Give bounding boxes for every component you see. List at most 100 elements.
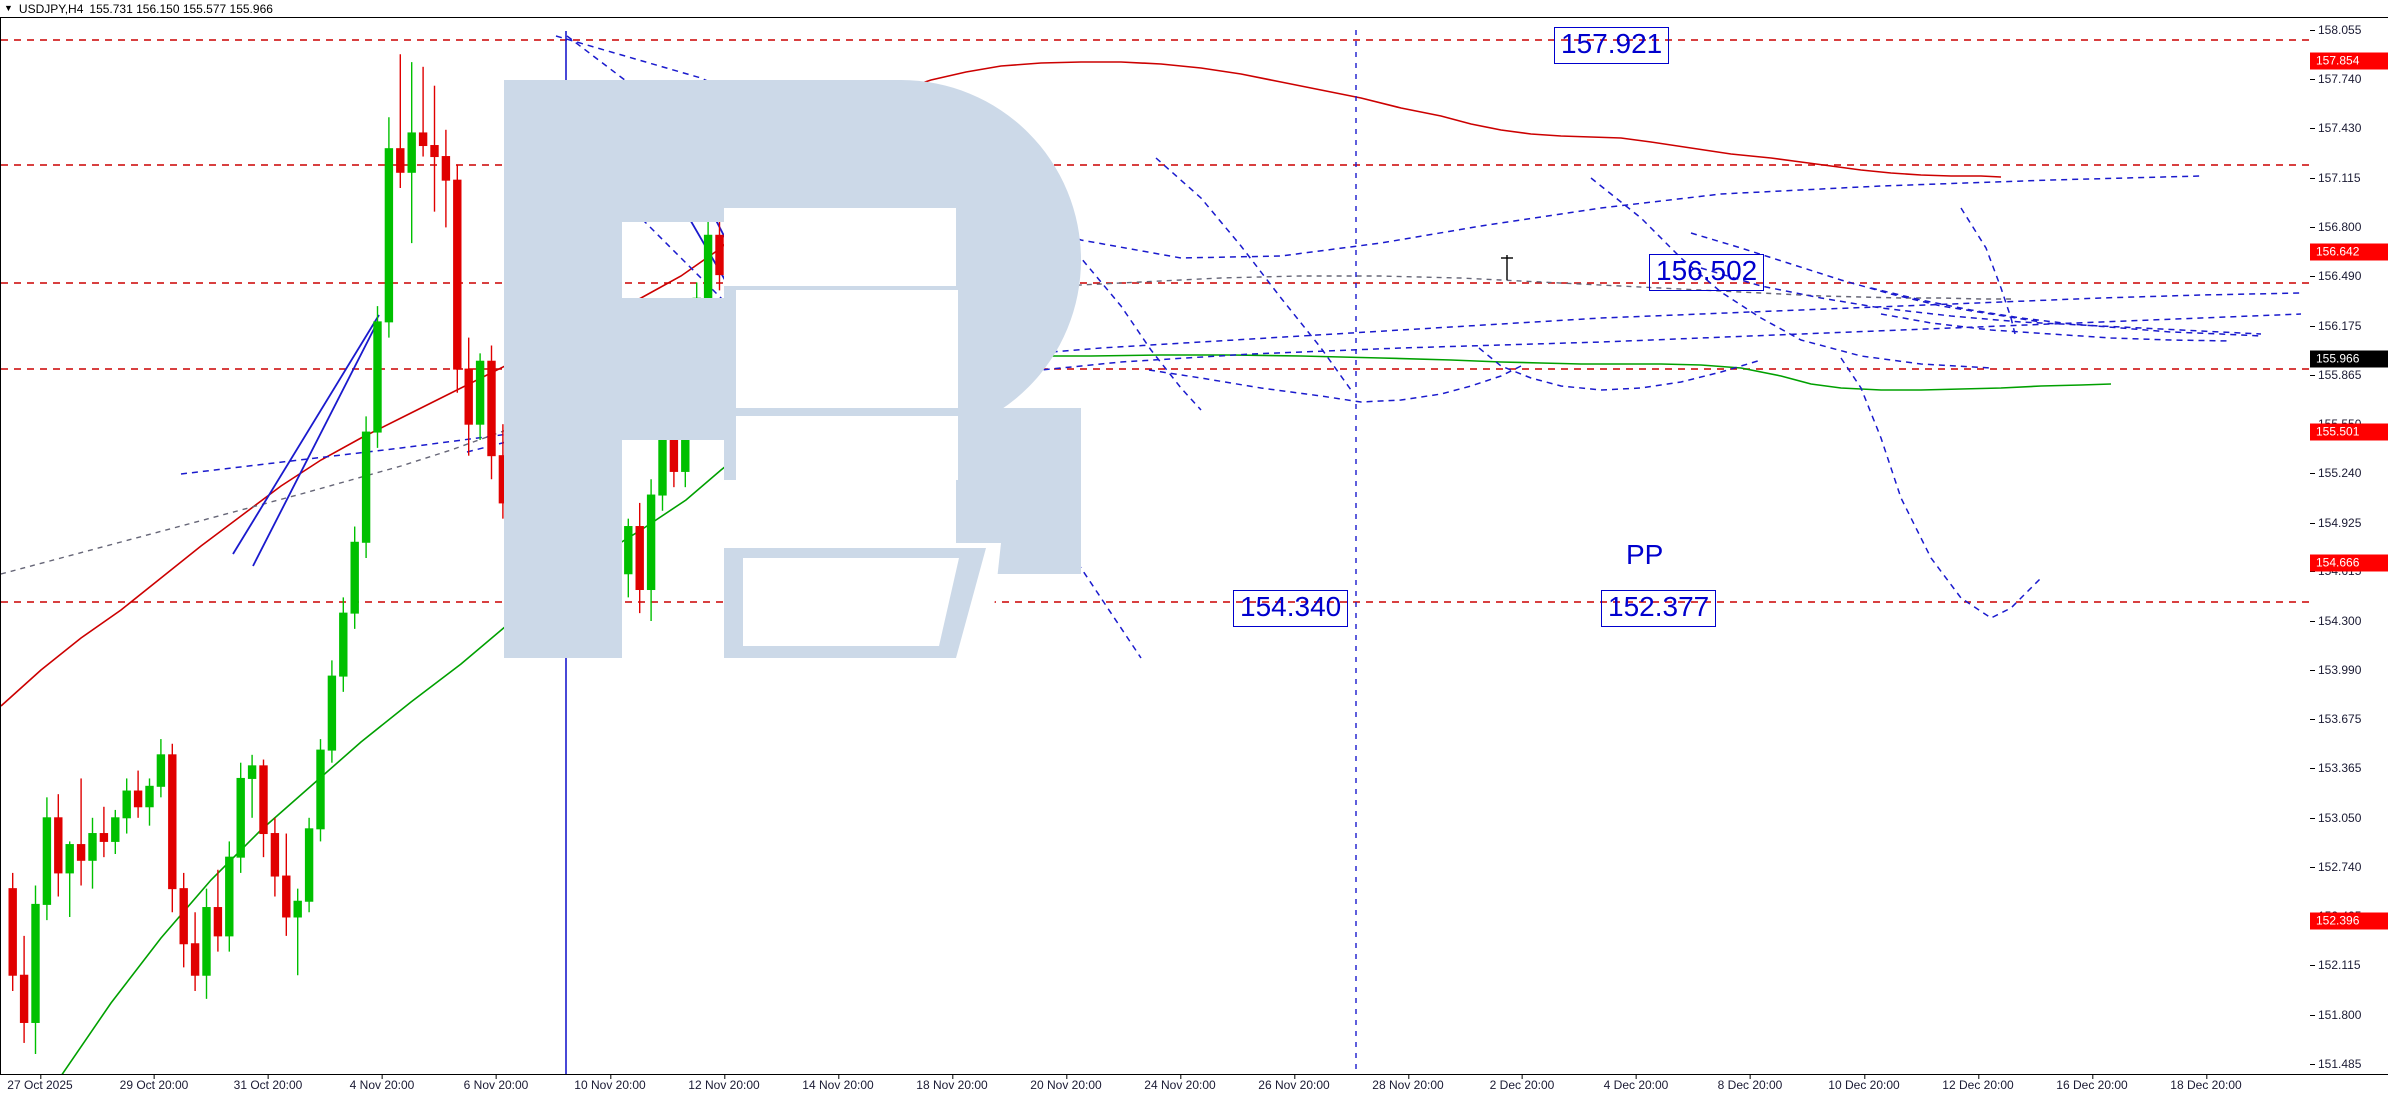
candle-body xyxy=(772,376,781,449)
price-tick-mark xyxy=(2310,620,2315,622)
candle-body xyxy=(589,360,599,457)
triangle-down-icon[interactable]: ▼ xyxy=(4,3,13,13)
candle-body xyxy=(190,943,200,976)
annotation-154340: 154.340 xyxy=(1233,590,1349,627)
candle-body xyxy=(407,132,416,173)
time-tick-label: 29 Oct 20:00 xyxy=(120,1075,188,1091)
price-tick-label: 157.740 xyxy=(2310,73,2361,85)
price-tick-label: 156.175 xyxy=(2310,320,2361,332)
candle-body xyxy=(726,255,736,276)
level-price-badge: 152.396 xyxy=(2310,912,2388,930)
price-tick-mark xyxy=(2310,522,2315,524)
candle-body xyxy=(213,907,223,937)
price-tick-label: 153.990 xyxy=(2310,664,2361,676)
candle-body xyxy=(8,888,17,976)
cross-marker xyxy=(1501,255,1513,280)
price-tick-mark xyxy=(2310,571,2315,573)
annotation-pivot-point: PP xyxy=(1626,539,1664,570)
candle-body xyxy=(464,368,473,425)
time-axis[interactable]: 27 Oct 2025 29 Oct 20:00 31 Oct 20:00 4 Nov… xyxy=(0,1075,2388,1100)
candle-body xyxy=(555,297,565,346)
candle-body xyxy=(475,360,485,425)
price-tick-mark xyxy=(2310,29,2315,31)
price-tick-mark xyxy=(2310,1014,2315,1016)
candle-body xyxy=(681,376,690,472)
candle-body xyxy=(635,526,644,591)
price-tick-mark xyxy=(2310,177,2315,179)
candle-body xyxy=(99,833,109,842)
candle-body xyxy=(145,785,154,808)
price-tick-label: 157.430 xyxy=(2310,122,2361,134)
price-tick-mark xyxy=(2310,374,2315,376)
candle-body xyxy=(418,132,428,147)
chart-plot-area[interactable]: 157.921 156.502 154.340 152.377 PP xyxy=(0,17,2310,1075)
time-tick-label: 31 Oct 20:00 xyxy=(234,1075,302,1091)
time-tick-label: 18 Nov 20:00 xyxy=(916,1075,988,1091)
candle-body xyxy=(521,400,530,433)
time-tick-label: 16 Dec 20:00 xyxy=(2056,1075,2128,1091)
price-tick-mark xyxy=(2310,325,2315,327)
price-tick-label: 155.240 xyxy=(2310,467,2361,479)
time-tick-mark xyxy=(1179,1075,1181,1079)
time-tick-mark xyxy=(154,1075,155,1079)
price-tick-label: 157.115 xyxy=(2310,172,2361,184)
price-tick-mark xyxy=(2310,768,2315,770)
candle-body xyxy=(293,900,302,918)
time-tick-label: 10 Nov 20:00 xyxy=(574,1075,646,1091)
price-axis[interactable]: 158.055 157.740 157.430 157.115 156.800 156.4… xyxy=(2310,17,2388,1075)
candle-body xyxy=(886,358,895,397)
candle-body xyxy=(133,790,143,808)
chart-drawing-layer xyxy=(1,30,2310,1074)
price-tick-label: 156.490 xyxy=(2310,270,2361,282)
price-tick-mark xyxy=(2310,866,2315,868)
time-tick-mark xyxy=(837,1075,839,1079)
time-tick-label: 26 Nov 20:00 xyxy=(1258,1075,1330,1091)
time-tick-label: 18 Dec 20:00 xyxy=(2170,1075,2242,1091)
ma-fast-line xyxy=(1,61,2002,707)
candle-body xyxy=(225,856,234,937)
time-tick-mark xyxy=(1293,1075,1295,1079)
candle-body xyxy=(111,817,120,842)
level-price-badge: 154.666 xyxy=(2310,554,2388,572)
level-price-badge: 156.642 xyxy=(2310,243,2388,261)
candle-body xyxy=(806,502,815,559)
candle-body xyxy=(840,415,850,449)
time-tick-mark xyxy=(2205,1075,2207,1079)
candle-body xyxy=(339,612,348,677)
candle-body xyxy=(202,907,211,976)
level-price-badge: 157.854 xyxy=(2310,52,2388,70)
time-tick-mark xyxy=(268,1075,269,1079)
candle-body xyxy=(88,833,97,861)
level-price-badge: 155.501 xyxy=(2310,423,2388,441)
candle-body xyxy=(441,156,451,181)
candle-body xyxy=(350,541,359,614)
price-tick-mark xyxy=(2310,965,2315,966)
candle-body xyxy=(327,675,337,751)
current-price-badge: 155.966 xyxy=(2310,350,2388,368)
price-tick-mark xyxy=(2310,669,2315,671)
candle-body xyxy=(396,148,405,173)
candle-body xyxy=(361,431,371,543)
candle-body xyxy=(156,754,166,787)
candle-body xyxy=(373,321,382,433)
candle-body xyxy=(122,790,131,819)
price-tick-mark xyxy=(2310,473,2315,474)
candle-body xyxy=(852,400,861,417)
candle-body xyxy=(715,234,724,276)
time-tick-label: 4 Nov 20:00 xyxy=(350,1075,414,1091)
price-tick-mark xyxy=(2310,719,2315,721)
candle-body xyxy=(510,400,519,504)
time-tick-label: 14 Nov 20:00 xyxy=(802,1075,874,1091)
annotation-157921: 157.921 xyxy=(1554,27,1670,64)
time-tick-label: 12 Nov 20:00 xyxy=(688,1075,760,1091)
price-tick-label: 153.365 xyxy=(2310,762,2361,774)
candle-body xyxy=(829,447,838,583)
candle-body xyxy=(612,533,622,575)
candle-body xyxy=(42,817,52,905)
annotation-152377: 152.377 xyxy=(1601,590,1717,627)
time-tick-mark xyxy=(609,1075,611,1079)
candle-body xyxy=(749,344,758,409)
time-tick-mark xyxy=(2091,1075,2093,1079)
candle-body xyxy=(179,888,188,945)
candle-body xyxy=(544,297,553,378)
